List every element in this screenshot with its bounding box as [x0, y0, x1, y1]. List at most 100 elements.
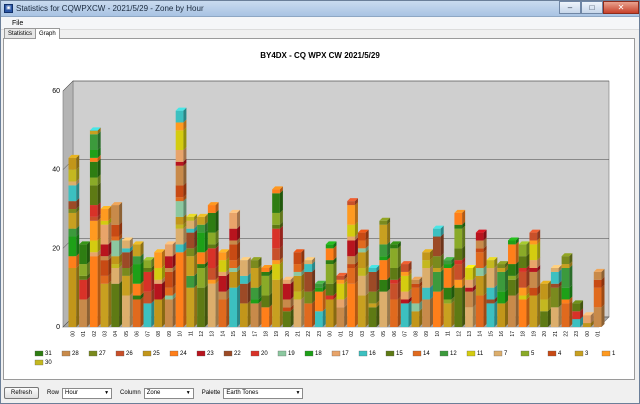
bar-segment: [550, 287, 559, 308]
bar-segment: [175, 252, 184, 327]
bar-segment: [175, 216, 184, 225]
chevron-down-icon: ▼: [185, 389, 191, 396]
bar-segment: [432, 256, 441, 268]
bar-segment: [89, 216, 98, 221]
bar-segment-side: [301, 261, 305, 272]
bar-segment-side: [226, 268, 230, 276]
bar-segment: [422, 252, 430, 261]
bar-segment: [218, 291, 227, 300]
maximize-icon[interactable]: □: [581, 0, 603, 14]
x-tick-label: 15: [488, 331, 494, 337]
tab-statistics[interactable]: Statistics: [4, 28, 37, 38]
bar-segment-side: [108, 257, 112, 276]
bar-segment-side: [429, 249, 433, 261]
bar-top: [336, 272, 348, 276]
bar-segment: [122, 268, 130, 276]
bottom-toolbar: Refresh Row Hour ▼ Column Zone ▼ Palette E…: [4, 386, 636, 400]
x-tick-label: 20: [542, 331, 548, 337]
minimize-icon[interactable]: –: [559, 0, 581, 14]
bar-segment: [529, 240, 538, 245]
bar-top: [164, 241, 176, 245]
bar-segment-side: [140, 253, 144, 265]
bar-segment-side: [204, 221, 208, 233]
bar-segment: [293, 299, 302, 327]
bar-segment-side: [151, 288, 155, 304]
legend-swatch: [547, 350, 557, 357]
bar-segment: [240, 260, 248, 276]
x-tick-label: 17: [253, 331, 259, 337]
bar-segment: [132, 244, 141, 257]
bar-segment: [79, 275, 87, 280]
palette-label: Palette: [201, 390, 221, 396]
row-select[interactable]: Hour ▼: [62, 387, 113, 399]
bar-segment-side: [451, 261, 455, 268]
bar-segment: [68, 209, 77, 213]
bar-segment-side: [194, 284, 198, 327]
bar-segment: [422, 260, 430, 268]
bar-segment: [272, 248, 280, 261]
bar-segment-side: [119, 237, 123, 257]
x-tick-label: 01: [81, 331, 87, 337]
bar-segment: [207, 283, 216, 327]
bar-segment-side: [387, 241, 391, 257]
bar-segment-side: [569, 261, 573, 268]
bar-top: [261, 265, 273, 268]
bar-segment: [561, 303, 570, 327]
bar-segment: [175, 122, 184, 131]
bar-segment: [357, 240, 366, 249]
bar-segment: [186, 228, 195, 233]
x-tick-label: 02: [92, 331, 98, 337]
bar-segment: [347, 205, 355, 225]
bar-segment: [465, 287, 473, 292]
bar-segment-side: [247, 280, 251, 304]
bar-segment-side: [408, 272, 412, 292]
menu-file[interactable]: File: [12, 19, 24, 27]
bar-segment: [454, 224, 463, 229]
bar-segment: [132, 264, 141, 284]
bar-segment-side: [451, 257, 455, 265]
bar-segment: [100, 256, 109, 261]
bar-segment: [164, 256, 173, 268]
bar-segment: [111, 205, 120, 225]
bar-segment: [89, 157, 98, 162]
bar-segment: [207, 248, 216, 268]
bar-top: [465, 265, 476, 268]
bar-segment: [164, 295, 173, 300]
bar-top: [272, 186, 283, 190]
palette-select[interactable]: Earth Tones ▼: [223, 387, 304, 399]
bar-segment-side: [140, 280, 144, 296]
legend-label: 12: [450, 351, 457, 357]
bar-segment: [475, 232, 484, 241]
bar-segment-side: [204, 261, 208, 268]
x-tick-label: 07: [145, 331, 151, 337]
close-icon[interactable]: ✕: [603, 0, 639, 14]
x-tick-label: 08: [156, 331, 162, 337]
bar-top: [572, 300, 584, 304]
bar-segment-side: [365, 237, 369, 249]
bar-segment-side: [580, 316, 584, 327]
column-select[interactable]: Zone ▼: [143, 387, 194, 399]
bar-segment-side: [204, 284, 208, 327]
bar-segment-side: [183, 107, 187, 123]
bar-segment: [68, 236, 77, 257]
bar-segment: [508, 244, 516, 265]
refresh-button[interactable]: Refresh: [4, 387, 40, 399]
bar-segment-side: [322, 308, 326, 327]
bar-segment-side: [569, 265, 573, 288]
column-label: Column: [120, 390, 141, 396]
tab-graph[interactable]: Graph: [35, 28, 60, 39]
bar-segment-side: [108, 280, 112, 327]
bar-segment: [89, 150, 98, 158]
bar-segment: [486, 260, 495, 268]
bar-top: [315, 280, 326, 284]
bar-segment-side: [215, 280, 219, 327]
bar-segment-side: [601, 304, 605, 327]
x-tick-label: 23: [317, 331, 323, 337]
bar-segment: [400, 275, 409, 292]
bar-segment-side: [429, 284, 433, 300]
bar-segment-side: [322, 288, 326, 312]
bar-segment: [325, 244, 334, 249]
bar-top: [443, 257, 455, 261]
bar-segment-side: [258, 265, 262, 288]
bar-segment-side: [119, 253, 123, 265]
